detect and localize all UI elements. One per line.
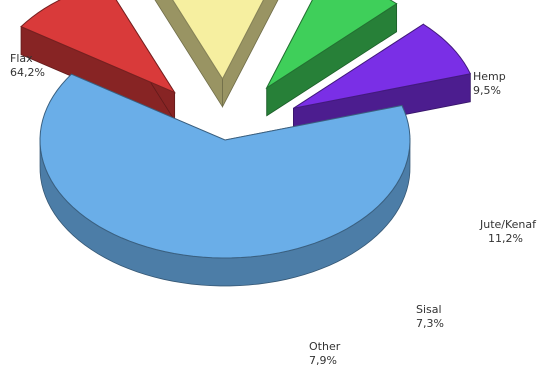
pie-slice-hemp-top — [20, 0, 176, 94]
slice-label-sisal-name: Sisal — [416, 303, 442, 316]
pie-slice-sisal — [265, 0, 398, 117]
slice-label-other-name: Other — [309, 340, 341, 353]
slice-label-other-value: 7,9% — [309, 354, 337, 367]
slice-label-sisal-value: 7,3% — [416, 317, 444, 330]
slice-label-jute-kenaf-value: 11,2% — [488, 232, 523, 245]
pie-slice-hemp — [20, 0, 176, 122]
pie-slice-jute-kenaf-top — [172, 0, 264, 80]
pie-slice-jute-kenaf — [154, 0, 279, 109]
slice-label-jute-kenaf-name: Jute/Kenaf — [479, 218, 537, 231]
slice-label-jute-kenaf: Jute/Kenaf 11,2% — [479, 218, 537, 245]
pie-slice-other-top — [293, 23, 472, 109]
slice-label-flax-value: 64,2% — [10, 66, 45, 79]
slice-label-sisal: Sisal 7,3% — [416, 303, 444, 330]
slice-label-flax-name: Flax — [10, 52, 33, 65]
slice-label-hemp-value: 9,5% — [473, 84, 501, 97]
slice-label-hemp: Hemp 9,5% — [473, 70, 506, 97]
slice-label-flax: Flax 64,2% — [10, 52, 45, 79]
pie-slices — [20, 0, 472, 287]
slice-label-other: Other 7,9% — [309, 340, 341, 367]
pie-slice-flax-top — [39, 73, 411, 259]
slice-label-hemp-name: Hemp — [473, 70, 506, 83]
pie-slice-flax — [39, 73, 411, 287]
pie-slice-sisal-top — [265, 0, 398, 90]
